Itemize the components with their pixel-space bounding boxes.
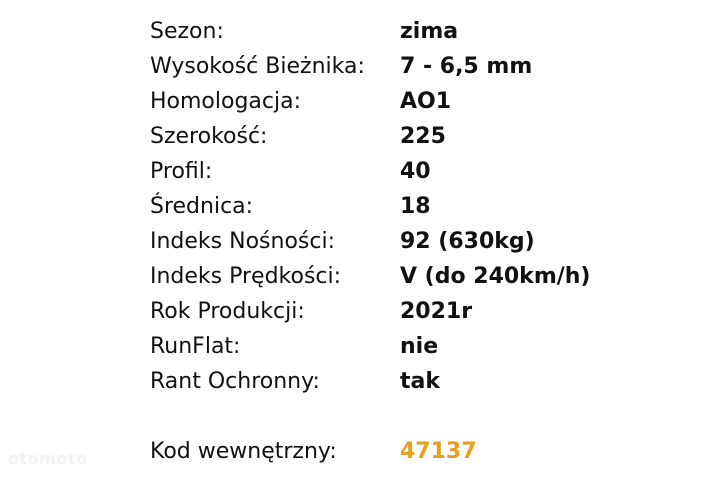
spec-value: tak (400, 369, 440, 394)
spec-label: Indeks Nośności: (150, 229, 335, 254)
spec-label: Wysokość Bieżnika: (150, 54, 365, 79)
internal-code-value: 47137 (400, 439, 477, 464)
spec-label: Sezon: (150, 19, 224, 44)
spec-row: Rant Ochronny: tak (150, 364, 440, 399)
spec-value: 40 (400, 159, 431, 184)
spec-value: zima (400, 19, 459, 44)
spec-row: Indeks Nośności: 92 (630kg) (150, 224, 535, 259)
spec-row: Szerokość: 225 (150, 119, 446, 154)
spec-label: Indeks Prędkości: (150, 264, 342, 289)
spec-value: 7 - 6,5 mm (400, 54, 533, 79)
spec-row: Sezon: zima (150, 14, 458, 49)
spec-label: Średnica: (150, 194, 254, 219)
spec-row: Rok Produkcji: 2021r (150, 294, 472, 329)
spec-row: Wysokość Bieżnika: 7 - 6,5 mm (150, 49, 532, 84)
spec-label: RunFlat: (150, 334, 241, 359)
spec-row: Indeks Prędkości: V (do 240km/h) (150, 259, 591, 294)
spec-value: V (do 240km/h) (400, 264, 591, 289)
spec-value: AO1 (400, 89, 452, 114)
spec-label: Szerokość: (150, 124, 268, 149)
spec-label: Rok Produkcji: (150, 299, 305, 324)
spec-value: nie (400, 334, 439, 359)
spec-row: Średnica: 18 (150, 189, 431, 224)
spec-label: Profil: (150, 159, 213, 184)
spec-label: Homologacja: (150, 89, 302, 114)
spec-row: RunFlat: nie (150, 329, 438, 364)
internal-code-row: Kod wewnętrzny: 47137 (150, 434, 477, 469)
spec-value: 225 (400, 124, 446, 149)
spec-value: 18 (400, 194, 431, 219)
spec-row: Homologacja: AO1 (150, 84, 451, 119)
internal-code-label: Kod wewnętrzny: (150, 439, 337, 464)
spec-value: 92 (630kg) (400, 229, 535, 254)
watermark-logo: otomoto (8, 449, 88, 468)
spec-value: 2021r (400, 299, 473, 324)
spec-row: Profil: 40 (150, 154, 431, 189)
spec-label: Rant Ochronny: (150, 369, 320, 394)
